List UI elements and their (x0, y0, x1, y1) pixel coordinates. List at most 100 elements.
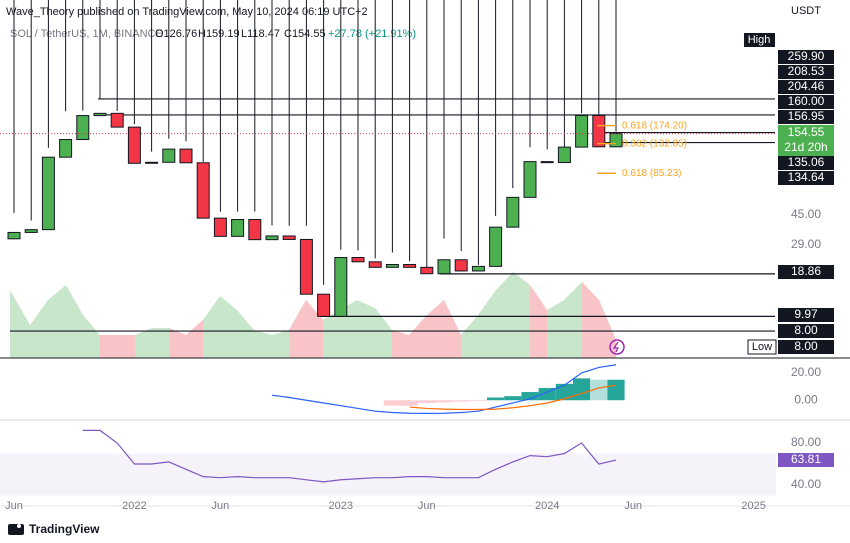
candle-body (265, 235, 279, 241)
candle-body (506, 196, 520, 228)
candle-body (592, 114, 606, 148)
macd-histogram-bar (435, 400, 453, 403)
level-label-box (778, 171, 834, 185)
macd-histogram-bar (504, 396, 522, 401)
rsi-tick-label: 80.00 (791, 435, 821, 449)
macd-line (271, 364, 617, 414)
candle-body (231, 219, 245, 237)
candle-body (196, 162, 210, 219)
level-label-box (778, 308, 834, 322)
x-tick-label: 2025 (741, 500, 765, 512)
x-tick-label: Jun (5, 500, 23, 512)
macd-histogram-bar (555, 383, 573, 401)
area-red (169, 272, 203, 358)
macd-histogram-bar (573, 378, 591, 401)
level-label: 8.00 (794, 323, 818, 337)
brand-logo (8, 524, 24, 535)
candle-body (420, 266, 434, 275)
published: Wave_Theory published on TradingView.com… (6, 6, 368, 18)
macd-histogram-bar (452, 400, 470, 402)
level-label-box (778, 156, 834, 170)
macd-tick-label: 20.00 (791, 365, 821, 379)
y-tick-label: 29.00 (791, 237, 821, 251)
level-label: 156.95 (788, 109, 825, 123)
x-tick-label: 2023 (329, 500, 353, 512)
candle-body (351, 257, 365, 263)
macd-histogram-bar (521, 392, 539, 401)
rsi-line (82, 429, 617, 483)
alert-icon-bolt (612, 341, 620, 353)
x-tick-label: Jun (624, 500, 642, 512)
area-red (100, 272, 135, 358)
macd-histogram-bar (401, 400, 419, 406)
fib-label: 0.382 (132.85) (622, 138, 687, 149)
level-label-box (778, 50, 834, 64)
level-label-box (778, 324, 834, 338)
candle-body (334, 257, 348, 317)
candle-body (110, 112, 124, 128)
level-label-box (778, 80, 834, 94)
change: +27.78 (+21.91%) (328, 28, 416, 40)
candle-body (540, 161, 554, 164)
candle-body (145, 161, 159, 164)
macd-histogram-bar (487, 397, 505, 401)
low-label: Low (752, 341, 772, 353)
area-red (392, 272, 461, 358)
candle-body (282, 235, 296, 240)
macd-histogram-bar (383, 400, 401, 406)
candle-body (24, 229, 38, 233)
symbol: SOL / TetherUS, 1M, BINANCE (10, 28, 163, 40)
last-price-box (778, 125, 834, 156)
ohlc-open: O126.76 (155, 28, 197, 40)
candle-body (403, 264, 417, 268)
candle-body (299, 238, 313, 295)
level-label: 9.97 (794, 307, 818, 321)
x-tick-label: 2022 (122, 500, 146, 512)
level-label-box (778, 110, 834, 124)
alert-icon (609, 339, 625, 355)
candle-body (454, 259, 468, 272)
candle-body (575, 114, 589, 148)
candle-body (59, 139, 73, 158)
candle-body (471, 265, 485, 272)
high-box (744, 33, 775, 47)
level-label: 204.46 (788, 79, 825, 93)
high-label: High (748, 34, 771, 46)
level-label: 259.90 (788, 49, 825, 63)
candle-body (76, 115, 90, 141)
macd-histogram-bar (469, 400, 487, 401)
candle-body (213, 217, 227, 237)
candle-body (7, 231, 21, 240)
signal-line (409, 384, 617, 411)
level-label: 134.64 (788, 170, 825, 184)
candle-body (127, 126, 141, 164)
ohlc-close: C154.55 (284, 28, 326, 40)
low-value: 8.00 (794, 339, 818, 353)
brand-logo-dot (17, 524, 21, 528)
candle-body (41, 156, 55, 231)
candle-body (523, 161, 537, 198)
macd-histogram-bar (607, 379, 625, 401)
level-label: 160.00 (788, 94, 825, 108)
macd-histogram-bar (538, 387, 556, 401)
macd-histogram-bar (590, 379, 608, 401)
brand: TradingView (29, 522, 100, 536)
candle-body (368, 261, 382, 268)
candle-body (93, 112, 107, 117)
low-box (747, 339, 777, 355)
level-label-box (778, 265, 834, 279)
x-tick-label: 2024 (535, 500, 559, 512)
candle-body (162, 148, 176, 163)
candle-body (317, 293, 331, 317)
level-label: 135.06 (788, 155, 825, 169)
y-tick-label: 45.00 (791, 207, 821, 221)
candle-body (179, 148, 193, 164)
macd-tick-label: 0.00 (794, 392, 818, 406)
fib-label: 0.618 (174.20) (622, 120, 687, 131)
countdown: 21d 20h (784, 140, 827, 154)
candle-body (609, 133, 623, 148)
level-label-box (778, 95, 834, 109)
candle-body (437, 259, 451, 275)
candle-body (557, 146, 571, 164)
